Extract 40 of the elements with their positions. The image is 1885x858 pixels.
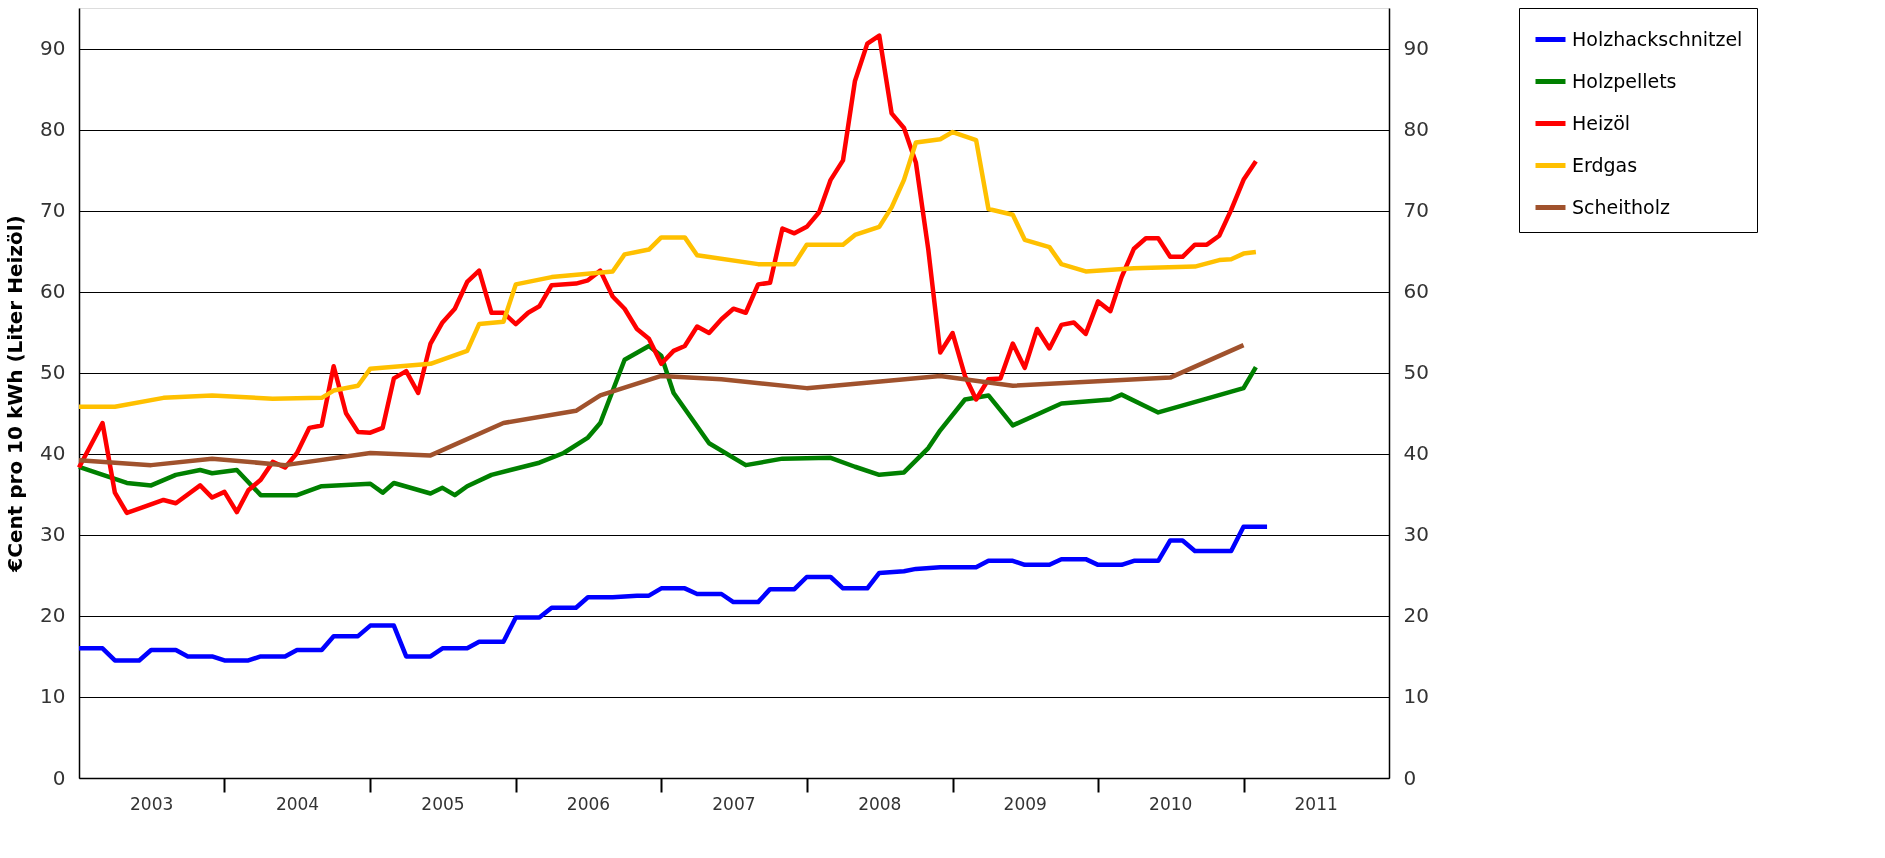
line-series bbox=[76, 33, 1259, 516]
legend-label: Erdgas bbox=[1572, 153, 1638, 176]
y-tick-label: 60 bbox=[40, 279, 66, 304]
y2-tick-label: 90 bbox=[1403, 36, 1429, 61]
x-tick-label: 2011 bbox=[1294, 793, 1338, 814]
y2-tick-label: 70 bbox=[1403, 198, 1429, 223]
y-axis-title: €Cent pro 10 kWh (Liter Heizöl) bbox=[3, 215, 28, 573]
y2-tick-label: 30 bbox=[1403, 522, 1429, 547]
line-series bbox=[76, 342, 1246, 468]
y2-tick-label: 50 bbox=[1403, 360, 1429, 385]
x-tick-label: 2006 bbox=[566, 793, 611, 814]
line-series bbox=[76, 524, 1270, 663]
x-tick-label: 2008 bbox=[858, 793, 902, 814]
x-tick-label: 2003 bbox=[130, 793, 174, 814]
legend-label: Scheitholz bbox=[1572, 195, 1670, 218]
y2-tick-label: 20 bbox=[1403, 603, 1429, 628]
y2-tick-label: 0 bbox=[1403, 765, 1417, 790]
legend-label: Heizöl bbox=[1572, 111, 1631, 134]
y2-tick-label: 10 bbox=[1403, 684, 1429, 709]
x-tick-label: 2010 bbox=[1149, 793, 1193, 814]
line-series bbox=[76, 129, 1259, 410]
y-tick-label: 20 bbox=[40, 603, 66, 628]
y-tick-label: 50 bbox=[40, 360, 66, 385]
y2-tick-label: 80 bbox=[1403, 117, 1429, 142]
x-tick-label: 2009 bbox=[1003, 793, 1047, 814]
y-tick-label: 70 bbox=[40, 198, 66, 223]
line-series bbox=[76, 343, 1259, 498]
y2-tick-label: 60 bbox=[1403, 279, 1429, 304]
y-tick-label: 30 bbox=[40, 522, 66, 547]
y-tick-label: 40 bbox=[40, 441, 66, 466]
x-tick-label: 2004 bbox=[275, 793, 320, 814]
legend-label: Holzpellets bbox=[1572, 69, 1677, 92]
y-tick-label: 0 bbox=[52, 765, 66, 790]
x-tick-label: 2007 bbox=[712, 793, 756, 814]
legend-label: Holzhackschnitzel bbox=[1572, 27, 1743, 50]
y-tick-label: 90 bbox=[40, 36, 66, 61]
y-tick-label: 10 bbox=[40, 684, 66, 709]
x-tick-label: 2005 bbox=[421, 793, 465, 814]
y2-tick-label: 40 bbox=[1403, 441, 1429, 466]
y-tick-label: 80 bbox=[40, 117, 66, 142]
